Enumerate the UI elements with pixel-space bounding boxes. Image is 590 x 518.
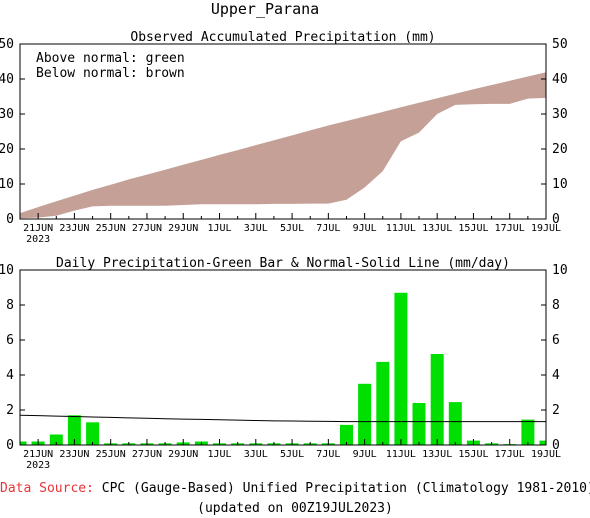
x-tick-label: 23JUN (59, 223, 89, 234)
panel-title: Observed Accumulated Precipitation (mm) (130, 30, 435, 45)
x-tick-label: 13JUL (422, 223, 452, 234)
y-tick-label-left: 50 (0, 37, 14, 52)
data-source-label: Data Source: (0, 481, 94, 496)
y-tick-label-left: 0 (6, 212, 14, 227)
data-source-text: CPC (Gauge-Based) Unified Precipitation … (101, 481, 590, 496)
legend-annotation: Below normal: brown (36, 66, 185, 81)
x-tick-label: 17JUL (495, 223, 525, 234)
x-tick-label: 17JUL (495, 449, 525, 460)
daily-bar (67, 415, 81, 446)
x-tick-label: 19JUL (531, 223, 561, 234)
x-tick-label: 7JUL (316, 449, 340, 460)
x-tick-label: 15JUL (458, 449, 488, 460)
below-normal-area (20, 72, 546, 219)
plot-frame (19, 43, 547, 220)
x-tick-label: 21JUN (23, 449, 53, 460)
x-tick-label: 9JUL (353, 449, 377, 460)
x-tick-label: 11JUL (386, 449, 416, 460)
y-tick-label-left: 30 (0, 107, 14, 122)
x-tick-label: 21JUN (23, 223, 53, 234)
y-tick-label-right: 10 (552, 263, 568, 278)
x-tick-label: 27JUN (132, 449, 162, 460)
y-tick-label-left: 8 (6, 298, 14, 313)
x-tick-label: 9JUL (353, 223, 377, 234)
daily-bar (412, 403, 426, 445)
daily-bar (20, 441, 27, 445)
y-tick-label-left: 20 (0, 142, 14, 157)
y-tick-label-left: 6 (6, 333, 14, 348)
normal-line (19, 414, 546, 423)
daily-bar (358, 383, 372, 446)
x-tick-label: 5JUL (280, 449, 304, 460)
x-tick-label: 29JUN (168, 449, 198, 460)
x-year-label: 2023 (26, 460, 50, 471)
x-tick-label: 1JUL (207, 449, 231, 460)
y-tick-label-right: 20 (552, 142, 568, 157)
x-tick-label: 29JUN (168, 223, 198, 234)
panel-title: Daily Precipitation-Green Bar & Normal-S… (56, 256, 510, 271)
daily-bar (86, 422, 100, 446)
daily-bar (448, 402, 462, 445)
y-tick-label-right: 30 (552, 107, 568, 122)
y-tick-label-left: 10 (0, 263, 14, 278)
daily-bar (49, 434, 63, 445)
updated-text: (updated on 00Z19JUL2023) (197, 501, 393, 516)
y-tick-label-left: 40 (0, 72, 14, 87)
daily-bar (521, 419, 535, 445)
y-tick-label-right: 0 (552, 212, 560, 227)
y-tick-label-right: 4 (552, 368, 560, 383)
x-tick-label: 27JUN (132, 223, 162, 234)
x-tick-label: 25JUN (96, 449, 126, 460)
daily-bar (394, 292, 408, 446)
y-tick-label-right: 10 (552, 177, 568, 192)
x-tick-label: 3JUL (244, 449, 268, 460)
legend-annotation: Above normal: green (36, 51, 185, 66)
x-tick-label: 11JUL (386, 223, 416, 234)
x-tick-label: 19JUL (531, 449, 561, 460)
y-tick-label-right: 6 (552, 333, 560, 348)
y-tick-label-left: 2 (6, 403, 14, 418)
x-tick-label: 23JUN (59, 449, 89, 460)
x-tick-label: 7JUL (316, 223, 340, 234)
x-tick-label: 13JUL (422, 449, 452, 460)
x-year-label: 2023 (26, 234, 50, 245)
x-tick-label: 3JUL (244, 223, 268, 234)
daily-bar (376, 361, 390, 445)
accumulated-precip-panel: Observed Accumulated Precipitation (mm) A… (0, 30, 568, 245)
data-source-line: Data Source: CPC (Gauge-Based) Unified P… (0, 481, 590, 496)
y-tick-label-left: 4 (6, 368, 14, 383)
daily-bar (340, 424, 353, 445)
y-tick-label-left: 10 (0, 177, 14, 192)
x-tick-label: 15JUL (458, 223, 488, 234)
y-tick-label-right: 40 (552, 72, 568, 87)
x-tick-label: 5JUL (280, 223, 304, 234)
y-tick-label-right: 0 (552, 438, 560, 453)
y-tick-label-right: 50 (552, 37, 568, 52)
y-tick-label-right: 8 (552, 298, 560, 313)
plot-frame (19, 269, 547, 446)
daily-precip-panel: Daily Precipitation-Green Bar & Normal-S… (0, 256, 568, 471)
daily-bar (539, 440, 546, 445)
page-title: Upper_Parana (210, 0, 320, 18)
x-tick-label: 1JUL (207, 223, 231, 234)
x-tick-label: 25JUN (96, 223, 126, 234)
y-tick-label-left: 0 (6, 438, 14, 453)
y-tick-label-right: 2 (552, 403, 560, 418)
daily-bar (430, 354, 444, 445)
